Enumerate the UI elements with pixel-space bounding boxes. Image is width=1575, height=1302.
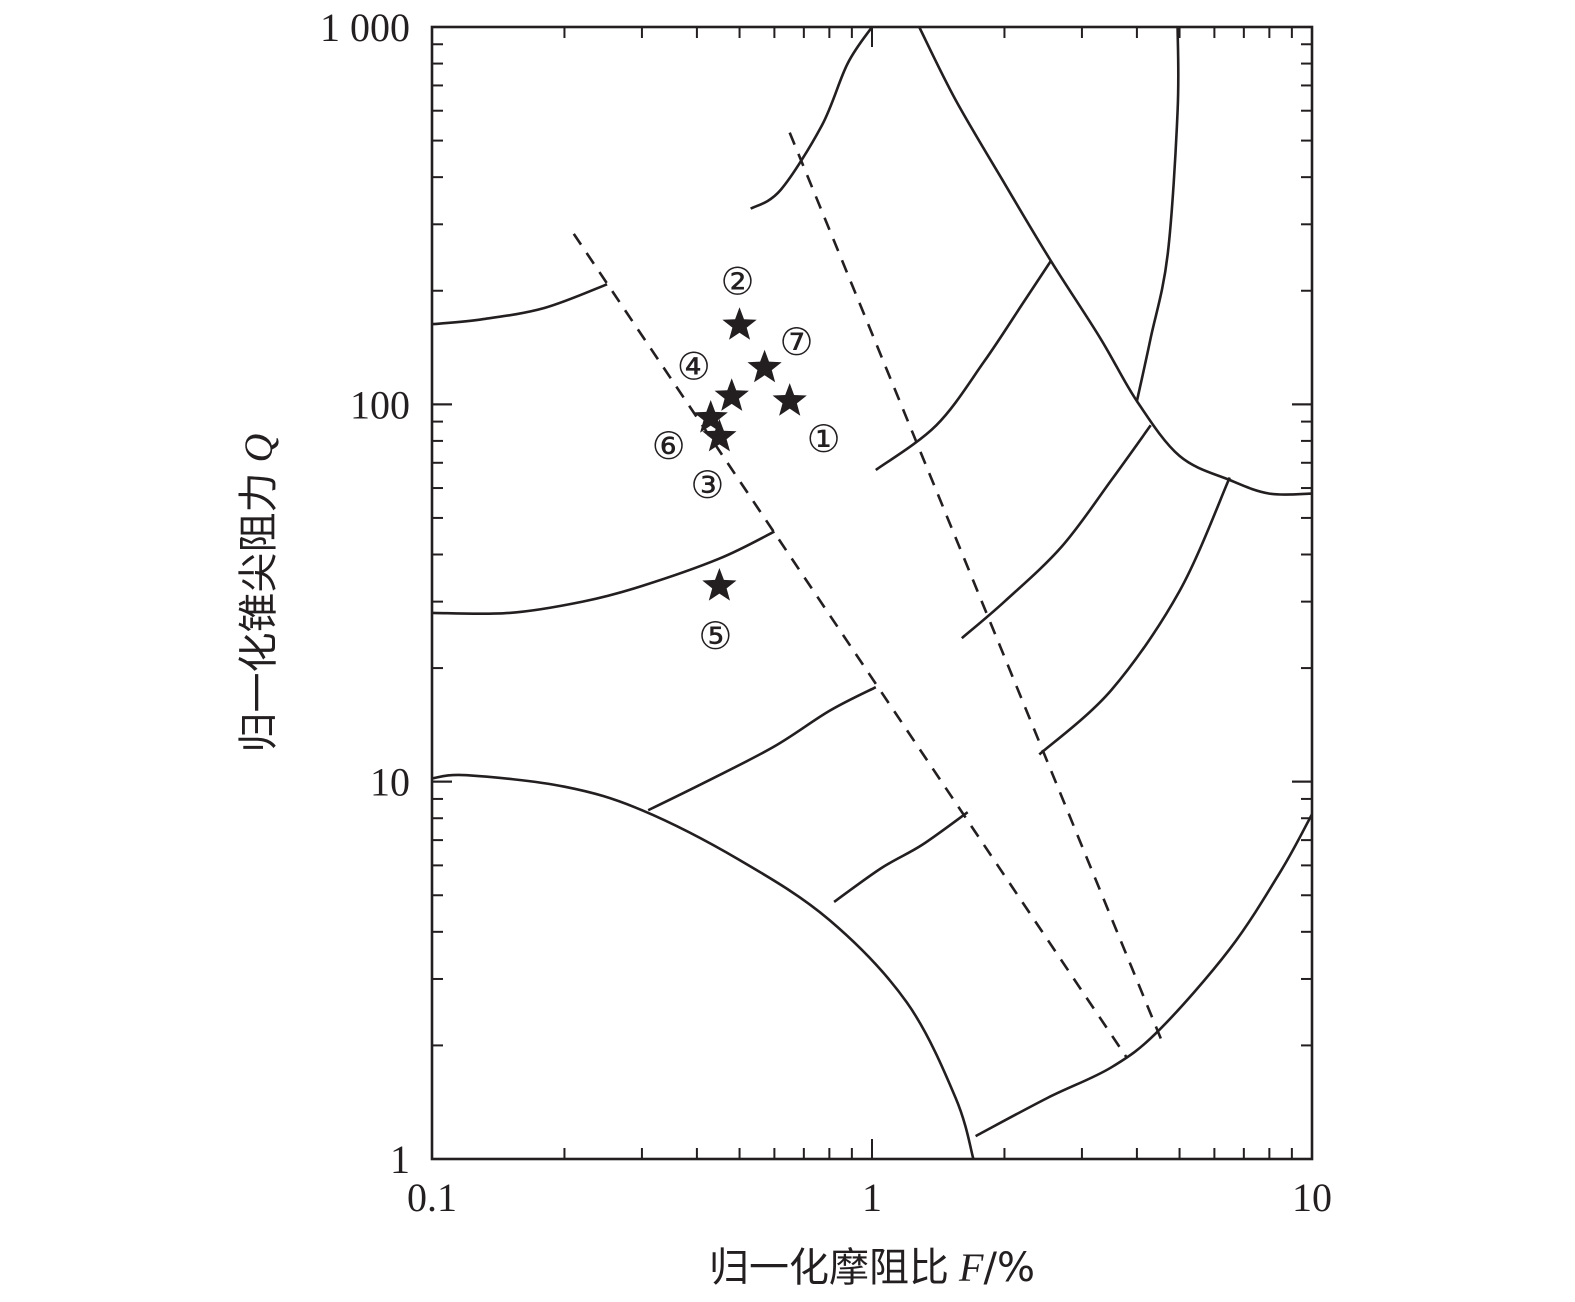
zone-boundary-12: [1135, 26, 1180, 402]
point-label: ④: [677, 344, 711, 388]
point-label: ③: [690, 463, 724, 507]
star-marker: [747, 349, 782, 383]
zone-boundary-2: [431, 283, 608, 326]
y-axis-variable: Q: [236, 433, 281, 462]
x-axis-label: 归一化摩阻比: [709, 1245, 949, 1291]
y-tick-label: 1: [390, 1137, 410, 1182]
zone-boundary-6: [833, 811, 969, 903]
x-tick-label: 1: [862, 1175, 882, 1220]
zone-boundary-3: [431, 530, 775, 616]
x-tick-label: 10: [1292, 1175, 1332, 1220]
x-tick-label: 0.1: [407, 1175, 457, 1220]
star-marker: [714, 378, 749, 411]
point-label: ⑦: [780, 320, 814, 364]
plot-frame: [430, 25, 1314, 1161]
point-label: ①: [807, 417, 841, 461]
x-axis-title: 归一化摩阻比 F/%: [709, 1245, 1035, 1291]
point-label: ②: [721, 259, 755, 303]
y-axis-label: 归一化锥尖阻力: [236, 472, 282, 752]
star-marker: [772, 383, 807, 416]
x-axis-variable: F: [958, 1245, 984, 1290]
star-marker: [702, 568, 737, 601]
zone-boundary-9: [918, 26, 1313, 496]
data-points: [693, 307, 807, 601]
y-tick-label: 10: [370, 760, 410, 805]
data-point-labels: ① ② ③ ④ ⑤ ⑥ ⑦: [652, 259, 841, 658]
zone-boundary-10: [1038, 476, 1231, 756]
zone-boundary-1: [431, 773, 975, 1160]
dashed-line-2: [788, 132, 1165, 1046]
point-label: ⑥: [652, 424, 686, 468]
zone-boundary-4: [647, 686, 877, 812]
zone-boundary-7: [875, 260, 1052, 472]
y-axis-title: 归一化锥尖阻力 Q: [236, 433, 282, 752]
zone-boundary-8: [960, 424, 1152, 640]
zone-boundary-5: [750, 26, 874, 210]
dashed-line-1: [572, 233, 1129, 1059]
point-label: ⑤: [698, 614, 732, 658]
zone-boundary-lines: [431, 26, 1314, 1160]
zone-boundary-11: [974, 813, 1314, 1138]
star-marker: [722, 307, 757, 340]
axis-ticks: [431, 26, 1313, 1160]
star-marker: [702, 418, 737, 452]
x-axis-unit: /%: [983, 1245, 1034, 1291]
y-tick-label: 100: [350, 382, 410, 427]
star-marker: [693, 400, 728, 433]
dashed-reference-lines: [572, 132, 1165, 1059]
y-tick-label: 1 000: [320, 5, 410, 50]
